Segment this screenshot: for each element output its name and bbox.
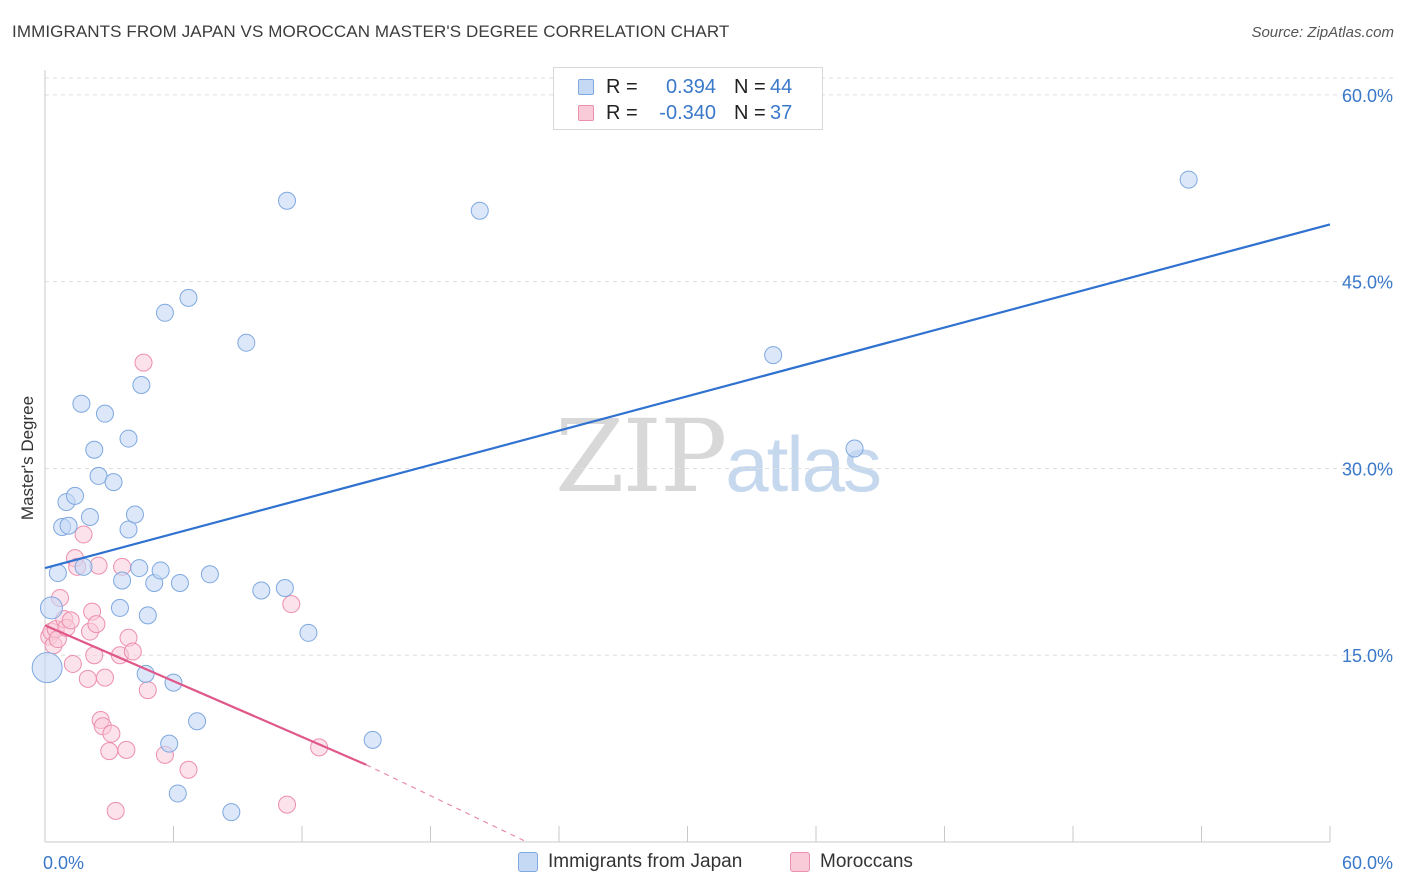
moroccan-point bbox=[117, 740, 136, 759]
moroccans-legend-swatch bbox=[790, 852, 810, 872]
japan-point bbox=[125, 505, 144, 524]
japan-point bbox=[119, 429, 138, 448]
legend-row-japan: R = 0.394 N = 44 bbox=[578, 74, 792, 100]
japan-point bbox=[132, 376, 151, 395]
legend-n-value: 44 bbox=[770, 75, 793, 98]
y-tick-label: 60.0% bbox=[1342, 86, 1393, 106]
japan-point bbox=[72, 394, 91, 413]
japan-point bbox=[200, 565, 219, 584]
moroccan-trend-line bbox=[44, 624, 367, 766]
moroccan-point bbox=[134, 353, 153, 372]
japan-point bbox=[222, 803, 241, 822]
legend-r-value: 0.394 bbox=[665, 75, 716, 98]
legend-n-label: N = bbox=[734, 101, 766, 124]
moroccan-point bbox=[138, 681, 157, 700]
japan-point bbox=[155, 303, 174, 322]
moroccan-point bbox=[123, 642, 142, 661]
japan-point bbox=[130, 559, 149, 578]
japan-trend-line bbox=[44, 223, 1331, 570]
x-tick-labels: 0.0% 60.0% bbox=[43, 853, 1393, 873]
moroccan-point bbox=[179, 760, 198, 779]
moroccan-point bbox=[106, 801, 125, 820]
source-label: Source: ZipAtlas.com bbox=[1251, 24, 1394, 41]
japan-point bbox=[113, 571, 132, 590]
japan-point bbox=[31, 652, 63, 684]
japan-point bbox=[80, 508, 99, 527]
moroccan-point bbox=[278, 795, 297, 814]
x-tick-label: 60.0% bbox=[1342, 853, 1393, 873]
japan-point bbox=[151, 561, 170, 580]
chart-title: IMMIGRANTS FROM JAPAN VS MOROCCAN MASTER… bbox=[12, 22, 730, 41]
japan-point bbox=[74, 557, 93, 576]
japan-point bbox=[89, 466, 108, 485]
japan-point bbox=[845, 439, 864, 458]
japan-point bbox=[275, 578, 294, 597]
japan-point bbox=[188, 712, 207, 731]
moroccans-points bbox=[40, 353, 329, 820]
legend-n-label: N = bbox=[734, 75, 766, 98]
y-tick-label: 15.0% bbox=[1342, 646, 1393, 666]
trend-lines bbox=[44, 223, 1331, 843]
japan-legend-label: Immigrants from Japan bbox=[548, 851, 743, 872]
japan-point bbox=[764, 346, 783, 365]
legend-r-label: R = bbox=[606, 75, 638, 98]
japan-point bbox=[470, 201, 489, 220]
x-tick-label: 0.0% bbox=[43, 853, 84, 873]
japan-point bbox=[278, 191, 297, 210]
moroccans-legend-label: Moroccans bbox=[820, 851, 913, 872]
japan-point bbox=[59, 516, 78, 535]
legend-item-japan[interactable]: Immigrants from Japan bbox=[518, 851, 742, 873]
axes bbox=[44, 70, 1331, 843]
japan-point bbox=[104, 473, 123, 492]
japan-swatch bbox=[578, 79, 594, 95]
moroccan-point bbox=[74, 525, 93, 544]
y-tick-label: 45.0% bbox=[1342, 273, 1393, 293]
legend-r-label: R = bbox=[606, 101, 638, 124]
moroccan-point bbox=[282, 595, 301, 614]
japan-point bbox=[363, 730, 382, 749]
japan-point bbox=[39, 596, 63, 620]
japan-point bbox=[168, 784, 187, 803]
japan-point bbox=[170, 574, 189, 593]
moroccan-point bbox=[95, 668, 114, 687]
japan-point bbox=[179, 288, 198, 307]
legend-r-value: -0.340 bbox=[659, 101, 716, 124]
japan-legend-swatch bbox=[518, 852, 538, 872]
moroccan-point bbox=[89, 556, 108, 575]
watermark: ZIPatlas bbox=[555, 398, 882, 515]
moroccans-swatch bbox=[578, 105, 594, 121]
japan-point bbox=[1179, 170, 1198, 189]
grid-lines bbox=[45, 77, 1395, 656]
correlation-legend: R = 0.394 N = 44 R = -0.340 N = 37 bbox=[553, 67, 823, 130]
legend-item-moroccans[interactable]: Moroccans bbox=[790, 851, 913, 873]
japan-points bbox=[31, 170, 1198, 822]
moroccan-point bbox=[63, 654, 82, 673]
japan-point bbox=[65, 486, 84, 505]
moroccan-point bbox=[100, 742, 119, 761]
watermark-zip: ZIP bbox=[555, 398, 727, 515]
japan-point bbox=[252, 581, 271, 600]
watermark-atlas: atlas bbox=[725, 420, 882, 508]
japan-point bbox=[85, 440, 104, 459]
moroccan-point bbox=[87, 615, 106, 634]
japan-point bbox=[110, 598, 129, 617]
japan-point bbox=[138, 606, 157, 625]
japan-point bbox=[299, 623, 318, 642]
japan-point bbox=[160, 734, 179, 753]
japan-point bbox=[237, 333, 256, 352]
legend-n-value: 37 bbox=[770, 101, 793, 124]
y-tick-label: 30.0% bbox=[1342, 459, 1393, 479]
moroccan-trend-extension bbox=[365, 764, 528, 843]
moroccan-point bbox=[61, 611, 80, 630]
moroccan-point bbox=[102, 724, 121, 743]
legend-row-moroccans: R = -0.340 N = 37 bbox=[578, 100, 792, 126]
y-tick-labels: 15.0% 30.0% 45.0% 60.0% bbox=[1342, 86, 1393, 666]
japan-point bbox=[119, 520, 138, 539]
moroccan-point bbox=[78, 669, 97, 688]
japan-point bbox=[95, 404, 114, 423]
